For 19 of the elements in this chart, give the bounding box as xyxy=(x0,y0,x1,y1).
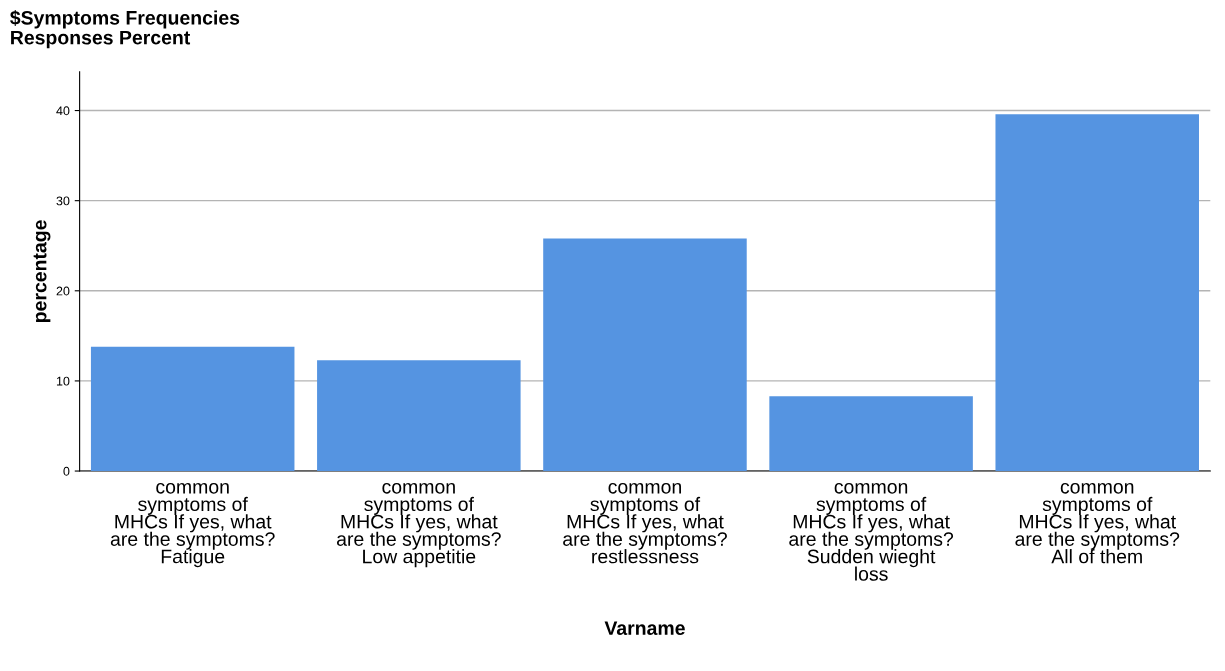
chart-title: $Symptoms Frequencies xyxy=(10,10,240,29)
y-tick-label: 10 xyxy=(56,376,70,386)
y-tick-label: 30 xyxy=(56,196,70,206)
chart-subtitle: Responses Percent xyxy=(11,30,191,49)
x-axis-title: Varname xyxy=(604,621,685,635)
y-tick-label: 0 xyxy=(63,466,70,476)
bar xyxy=(769,396,973,472)
bar xyxy=(317,360,521,472)
bar xyxy=(90,346,295,472)
x-tick-label: common symptoms of MHCs If yes, what are the symptoms? Sudden wieght loss xyxy=(789,483,954,581)
y-axis-title: percentage xyxy=(33,220,51,323)
x-tick-label: common symptoms of MHCs If yes, what are the symptoms? All of them xyxy=(1015,483,1180,564)
x-tick-label: common symptoms of MHCs If yes, what are the symptoms? Fatigue xyxy=(110,483,275,568)
y-tick-label: 20 xyxy=(56,286,70,296)
x-tick-label: common symptoms of MHCs If yes, what are the symptoms? restlessness xyxy=(563,483,727,564)
bar xyxy=(543,238,747,472)
bar xyxy=(995,114,1199,472)
x-tick-label: common symptoms of MHCs If yes, what are the symptoms? Low appetitie xyxy=(336,483,501,568)
y-tick-label: 40 xyxy=(56,106,70,116)
